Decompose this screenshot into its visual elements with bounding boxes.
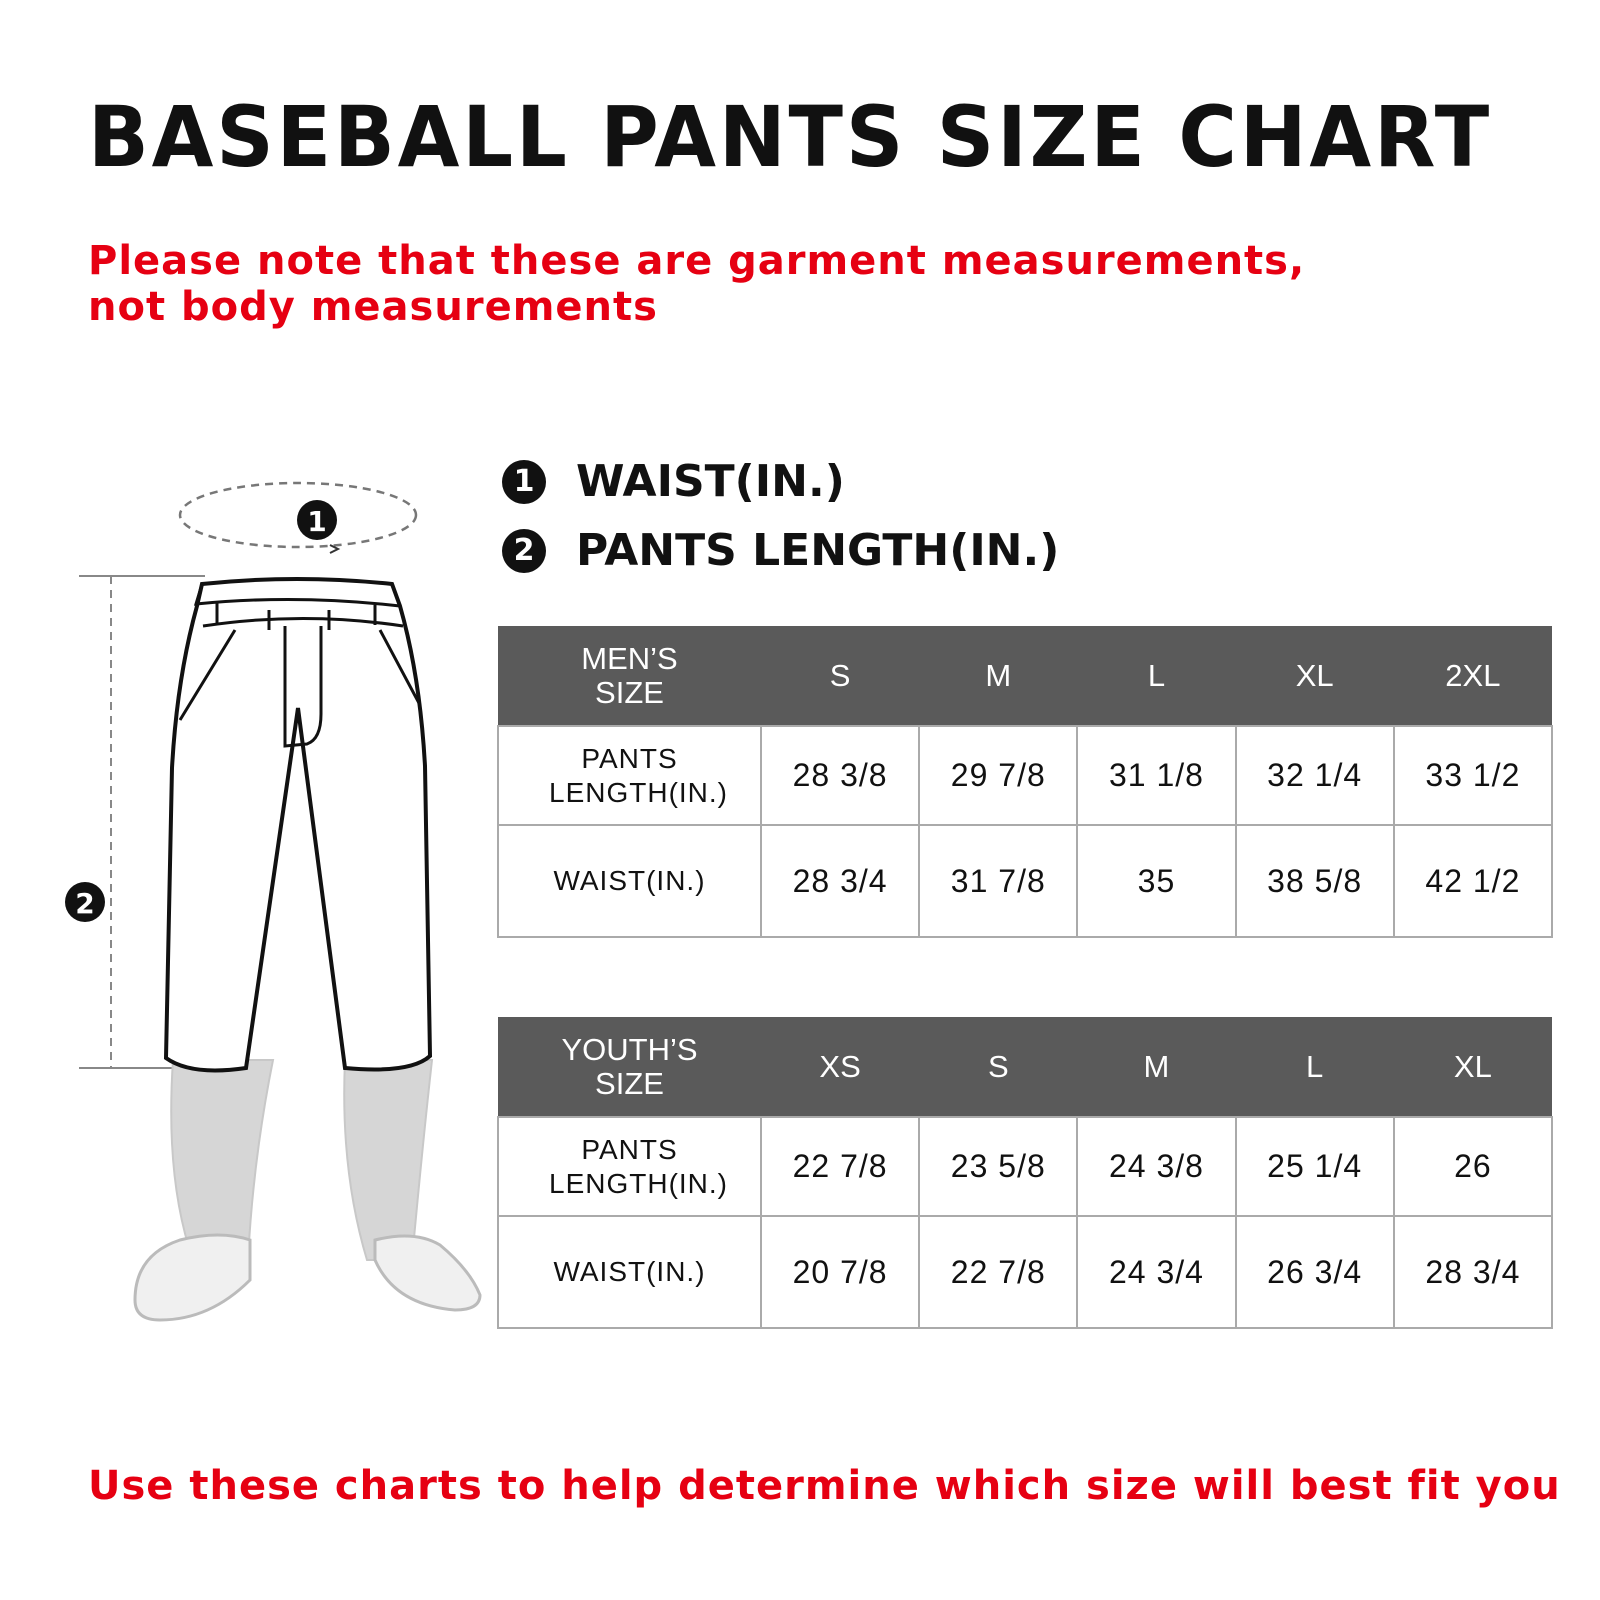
table-cell: 28 3/8 [759,725,921,826]
number-1-icon: 1 [502,459,546,504]
legend-label: WAIST(IN.) [576,456,845,507]
header-cell: L [1235,1017,1394,1117]
table-cell: 33 1/2 [1392,725,1554,826]
table-cell: 31 7/8 [918,824,1079,938]
row-label: WAIST(IN.) [497,1215,762,1329]
left-sock [170,1059,275,1261]
left-shoe [133,1233,252,1322]
table-cell: 20 7/8 [759,1215,921,1329]
table-cell: 22 7/8 [759,1116,921,1217]
header-cell: XS [761,1017,920,1117]
table-cell: 22 7/8 [918,1215,1079,1329]
pants-illustration: 1 2 [65,481,482,1322]
header-cell: XL [1393,1017,1552,1117]
marker-2: 2 [75,887,94,920]
table-cell: 35 [1076,824,1237,938]
table-cell: 23 5/8 [918,1116,1079,1217]
footer-note: Use these charts to help determine which… [88,1463,1561,1509]
row-label: PANTS LENGTH(IN.) [497,1116,762,1217]
legend-waist: 1 WAIST(IN.) [502,456,845,507]
waist-measure-ellipse [178,481,418,549]
table-cell: 26 [1392,1116,1554,1217]
right-shoe [373,1234,482,1312]
legend-label: PANTS LENGTH(IN.) [576,525,1060,576]
table-header-row: MEN’S SIZE S M L XL 2XL [498,626,1552,726]
table-cell: 38 5/8 [1234,824,1395,938]
table-cell: 29 7/8 [918,725,1079,826]
marker-1: 1 [307,505,326,538]
header-cell: L [1077,626,1236,726]
header-cell: M [919,626,1078,726]
header-cell: S [761,626,920,726]
table-cell: 25 1/4 [1234,1116,1395,1217]
youth-size-table: YOUTH’S SIZE XS S M L XL PANTS LENGTH(IN… [497,1017,1554,1329]
mens-size-table: MEN’S SIZE S M L XL 2XL PANTS LENGTH(IN.… [497,626,1554,938]
number-2-icon: 2 [502,528,546,573]
table-cell: 28 3/4 [1392,1215,1554,1329]
header-cell: YOUTH’S SIZE [498,1017,761,1117]
table-row: WAIST(IN.) 20 7/8 22 7/8 24 3/4 26 3/4 2… [497,1215,1554,1329]
table-row: WAIST(IN.) 28 3/4 31 7/8 35 38 5/8 42 1/… [497,824,1554,938]
table-cell: 24 3/4 [1076,1215,1237,1329]
header-cell: S [919,1017,1078,1117]
header-cell: M [1077,1017,1236,1117]
pants-outline [163,577,433,1073]
table-cell: 26 3/4 [1234,1215,1395,1329]
table-row: PANTS LENGTH(IN.) 28 3/8 29 7/8 31 1/8 3… [497,725,1554,826]
table-cell: 32 1/4 [1234,725,1395,826]
table-row: PANTS LENGTH(IN.) 22 7/8 23 5/8 24 3/8 2… [497,1116,1554,1217]
header-cell: XL [1235,626,1394,726]
page-title: BASEBALL PANTS SIZE CHART [88,88,1493,186]
row-label: PANTS LENGTH(IN.) [497,725,762,826]
garment-note: Please note that these are garment measu… [88,238,1306,330]
right-sock [343,1059,434,1261]
table-cell: 28 3/4 [759,824,921,938]
row-label: WAIST(IN.) [497,824,762,938]
table-cell: 24 3/8 [1076,1116,1237,1217]
table-cell: 42 1/2 [1392,824,1554,938]
header-cell: 2XL [1393,626,1552,726]
table-header-row: YOUTH’S SIZE XS S M L XL [498,1017,1552,1117]
header-cell: MEN’S SIZE [498,626,761,726]
legend-pants-length: 2 PANTS LENGTH(IN.) [502,525,1059,576]
table-cell: 31 1/8 [1076,725,1237,826]
